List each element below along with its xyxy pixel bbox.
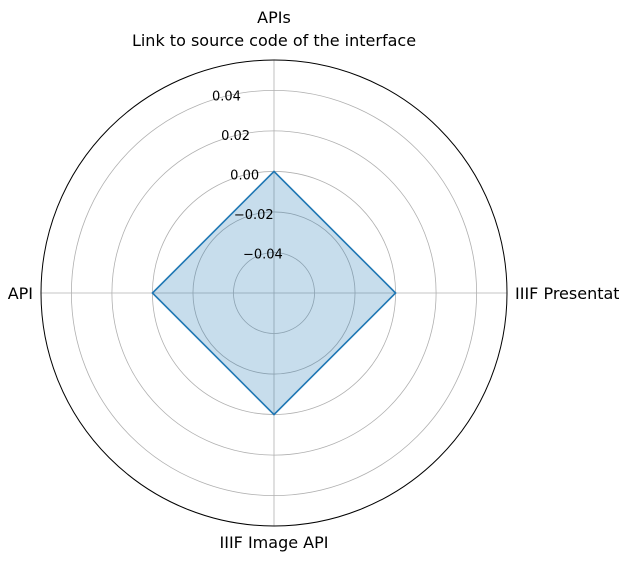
category-label: API — [8, 284, 33, 303]
radial-tick-label: 0.04 — [212, 90, 241, 105]
radial-tick-label: 0.00 — [230, 169, 259, 184]
data-layer — [151, 170, 397, 416]
category-label-layer: IIIF Presentation API API IIIF Image API — [8, 284, 619, 552]
tick-label-layer: −0.04 −0.02 0.00 0.02 0.04 — [212, 90, 283, 263]
category-label: IIIF Image API — [220, 533, 329, 552]
polar-frame — [40, 59, 508, 527]
chart-subtitle: Link to source code of the interface — [132, 31, 416, 50]
chart-title: APIs — [257, 8, 291, 27]
series-area — [152, 171, 396, 415]
radial-tick-label: 0.02 — [221, 129, 250, 144]
radial-tick-label: −0.04 — [243, 248, 283, 263]
series-line — [151, 170, 397, 416]
radial-tick-label: −0.02 — [234, 208, 274, 223]
grid-layer — [40, 59, 508, 527]
category-label: IIIF Presentation API — [515, 284, 619, 303]
